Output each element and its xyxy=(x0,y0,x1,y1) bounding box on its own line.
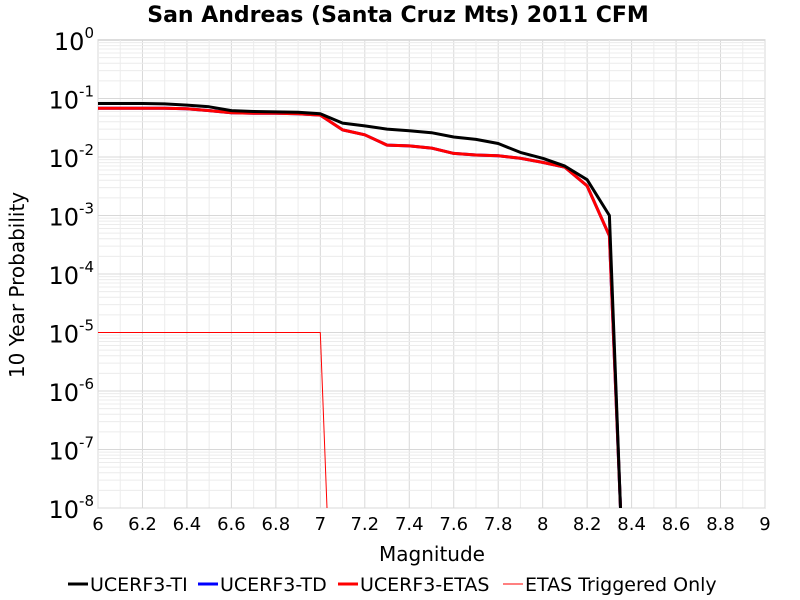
x-tick-label: 8.2 xyxy=(573,514,602,535)
legend-item-etas-triggered-only: ETAS Triggered Only xyxy=(503,574,717,596)
y-tick-label: 10-7 xyxy=(48,434,94,466)
x-tick-label: 7.2 xyxy=(350,514,379,535)
y-tick-label: 10-3 xyxy=(48,200,94,232)
legend-item-ucerf3-etas: UCERF3-ETAS xyxy=(338,574,489,596)
x-tick-label: 6.6 xyxy=(217,514,246,535)
x-tick-label: 8.6 xyxy=(662,514,691,535)
y-tick-label: 10-4 xyxy=(48,258,94,290)
y-tick-label: 100 xyxy=(54,24,94,56)
y-tick-label: 10-6 xyxy=(48,375,94,407)
x-tick-label: 7.6 xyxy=(439,514,468,535)
x-tick-label: 7.8 xyxy=(484,514,513,535)
chart-title: San Andreas (Santa Cruz Mts) 2011 CFM xyxy=(147,3,649,28)
y-tick-label: 10-2 xyxy=(48,141,94,173)
y-tick-label: 10-8 xyxy=(48,492,94,524)
y-axis-label: 10 Year Probability xyxy=(5,192,29,378)
legend-label: ETAS Triggered Only xyxy=(525,574,717,596)
x-tick-label: 7 xyxy=(315,514,326,535)
grid xyxy=(97,40,766,509)
series-line-ucerf3-etas xyxy=(98,106,622,509)
x-tick-labels: 6 6.2 6.4 6.6 6.8 7 7.2 7.4 7.6 7.8 8 8.2 8.4 8.6 8.8 9 xyxy=(92,514,770,535)
legend-label: UCERF3-TD xyxy=(220,574,327,596)
series-lines xyxy=(98,102,622,509)
x-tick-label: 8.4 xyxy=(617,514,646,535)
y-tick-label: 10-5 xyxy=(48,317,94,349)
legend-item-ucerf3-td: UCERF3-TD xyxy=(198,574,327,596)
y-tick-label: 10-1 xyxy=(48,83,94,115)
legend-label: UCERF3-TI xyxy=(90,574,188,596)
x-tick-label: 8.8 xyxy=(706,514,735,535)
x-tick-label: 6 xyxy=(92,514,103,535)
series-line-etas-triggered-only xyxy=(98,332,328,509)
legend: UCERF3-TI UCERF3-TD UCERF3-ETAS ETAS Trigge… xyxy=(68,574,717,596)
x-tick-label: 8 xyxy=(537,514,548,535)
x-tick-label: 7.4 xyxy=(395,514,424,535)
x-tick-label: 9 xyxy=(759,514,770,535)
x-axis-label: Magnitude xyxy=(379,542,485,566)
legend-label: UCERF3-ETAS xyxy=(360,574,489,596)
y-tick-labels: 100 10-1 10-2 10-3 10-4 10-5 10-6 10-7 10-8 xyxy=(48,24,94,524)
x-tick-label: 6.8 xyxy=(262,514,291,535)
x-tick-label: 6.2 xyxy=(128,514,157,535)
x-tick-label: 6.4 xyxy=(173,514,202,535)
series-line-ucerf3-ti xyxy=(98,102,622,509)
legend-item-ucerf3-ti: UCERF3-TI xyxy=(68,574,188,596)
